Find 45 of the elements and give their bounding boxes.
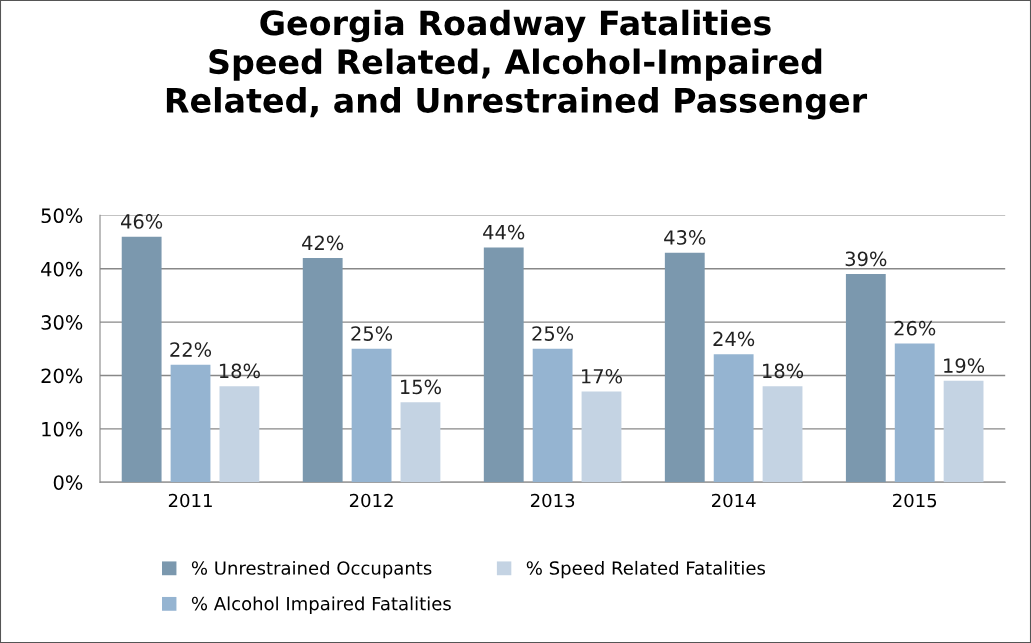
- bar: [483, 247, 524, 483]
- bar: [400, 402, 441, 483]
- x-tick-label: 2014: [712, 493, 756, 508]
- bar: [121, 236, 162, 483]
- bar: [943, 380, 984, 483]
- data-label: 25%: [351, 326, 393, 341]
- data-label: 18%: [219, 363, 260, 379]
- bar: [894, 343, 935, 483]
- data-label: 19%: [944, 358, 985, 373]
- bar: [219, 386, 260, 483]
- data-label: 17%: [582, 368, 623, 384]
- x-tick-label: 2011: [168, 493, 212, 508]
- y-tick-label: 40%: [41, 261, 83, 277]
- x-tick-label: 2015: [893, 493, 937, 508]
- legend-label: % Alcohol Impaired Fatalities: [191, 596, 451, 614]
- data-label: 42%: [302, 235, 344, 251]
- y-tick-label: 30%: [41, 315, 83, 330]
- data-label: 24%: [713, 331, 755, 347]
- bar: [351, 348, 392, 483]
- bar: [581, 391, 622, 483]
- bar: [532, 348, 573, 483]
- y-tick-label: 50%: [41, 208, 83, 224]
- data-label: 46%: [120, 214, 163, 229]
- data-label: 15%: [400, 379, 441, 395]
- legend-label: % Unrestrained Occupants: [191, 560, 432, 579]
- bar: [845, 274, 886, 483]
- data-label: 39%: [845, 251, 887, 267]
- y-tick-label: 20%: [41, 368, 83, 384]
- data-label: 44%: [483, 224, 525, 240]
- y-tick-label: 10%: [42, 421, 83, 437]
- data-label: 43%: [664, 230, 706, 245]
- y-tick-label: 0%: [53, 475, 83, 490]
- legend-label: % Speed Related Fatalities: [526, 560, 766, 579]
- bar: [664, 252, 705, 483]
- data-label: 22%: [170, 342, 212, 357]
- x-tick-label: 2013: [530, 493, 575, 508]
- data-label: 25%: [532, 326, 574, 341]
- bar: [302, 258, 343, 483]
- data-label: 26%: [894, 320, 936, 336]
- data-label: 18%: [763, 363, 804, 379]
- bar: [762, 386, 803, 483]
- bar: [170, 364, 211, 483]
- x-tick-label: 2012: [349, 493, 393, 508]
- bar: [713, 354, 754, 483]
- chart-title: Georgia Roadway Fatalities Speed Related, Alcohol-Impaired Related, and Unrestrained Passenger: [166, 9, 868, 120]
